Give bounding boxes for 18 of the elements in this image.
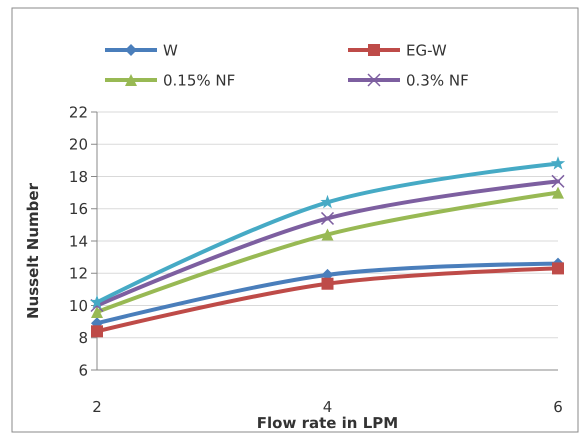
y-tick-label: 6 — [78, 361, 88, 380]
y-tick-label: 20 — [68, 136, 88, 154]
x-axis-title: Flow rate in LPM — [256, 414, 398, 432]
legend-label: 0.15% NF — [163, 71, 236, 90]
y-tick-label: 22 — [68, 103, 88, 122]
legend-label: W — [163, 41, 178, 60]
y-tick-label: 12 — [68, 264, 88, 282]
legend-label: EG-W — [406, 41, 447, 60]
x-tick-label: 2 — [92, 398, 102, 416]
y-tick-label: 10 — [68, 296, 88, 315]
y-tick-label: 14 — [68, 232, 88, 250]
y-tick-label: 8 — [78, 329, 88, 347]
x-tick-label: 6 — [553, 398, 563, 416]
legend-label: 0.3% NF — [406, 71, 469, 90]
y-tick-label: 16 — [68, 200, 88, 218]
y-axis-title: Nusselt Number — [24, 182, 42, 319]
x-tick-label: 4 — [322, 398, 332, 416]
y-tick-label: 18 — [68, 168, 88, 186]
